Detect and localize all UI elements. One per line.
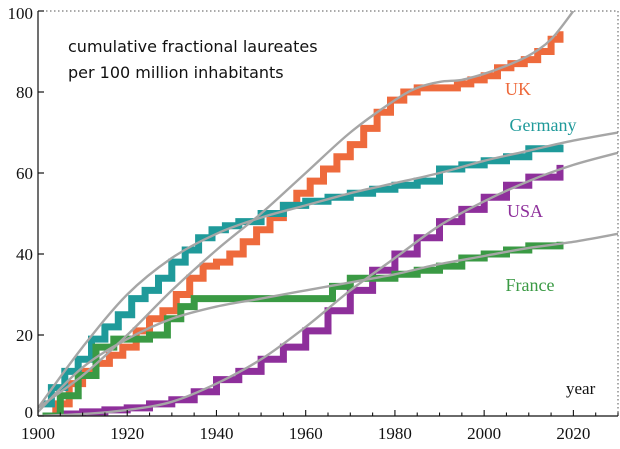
fit-curve-uk	[38, 11, 575, 409]
series-label-uk: UK	[505, 79, 531, 99]
series-label-usa: USA	[507, 201, 543, 221]
series-label-france: France	[506, 275, 555, 295]
fit-curves-overlay	[38, 11, 618, 416]
x-tick-label: 1960	[289, 424, 323, 443]
annotation-line-2: per 100 million inhabitants	[68, 63, 284, 82]
x-tick-label: 2020	[556, 424, 590, 443]
x-tick-label: 2000	[467, 424, 501, 443]
series-line-uk	[42, 31, 564, 416]
y-tick-label: 60	[16, 164, 33, 183]
x-tick-label: 1900	[21, 424, 55, 443]
fit-curve-usa	[38, 151, 618, 416]
data-series	[42, 31, 564, 416]
series-labels: UK Germany USA France	[505, 79, 576, 295]
annotation-line-1: cumulative fractional laureates	[68, 37, 318, 56]
axes: 0 20 40 60 80 100 1900 1920 1940 1960 1980 2000 2020	[8, 4, 619, 443]
y-tick-label: 20	[16, 326, 33, 345]
y-tick-label: 0	[25, 403, 34, 422]
x-tick-label: 1920	[110, 424, 144, 443]
x-axis-label: year	[566, 379, 596, 398]
x-tick-label: 1980	[378, 424, 412, 443]
series-line-germany	[42, 144, 564, 408]
series-label-germany: Germany	[510, 115, 577, 135]
fit-curve-france	[38, 232, 618, 413]
x-tick-label: 1940	[199, 424, 233, 443]
y-tick-label: 80	[16, 83, 33, 102]
y-tick-label: 100	[8, 4, 34, 23]
y-tick-label: 40	[16, 245, 33, 264]
fit-curve-germany	[38, 131, 618, 409]
